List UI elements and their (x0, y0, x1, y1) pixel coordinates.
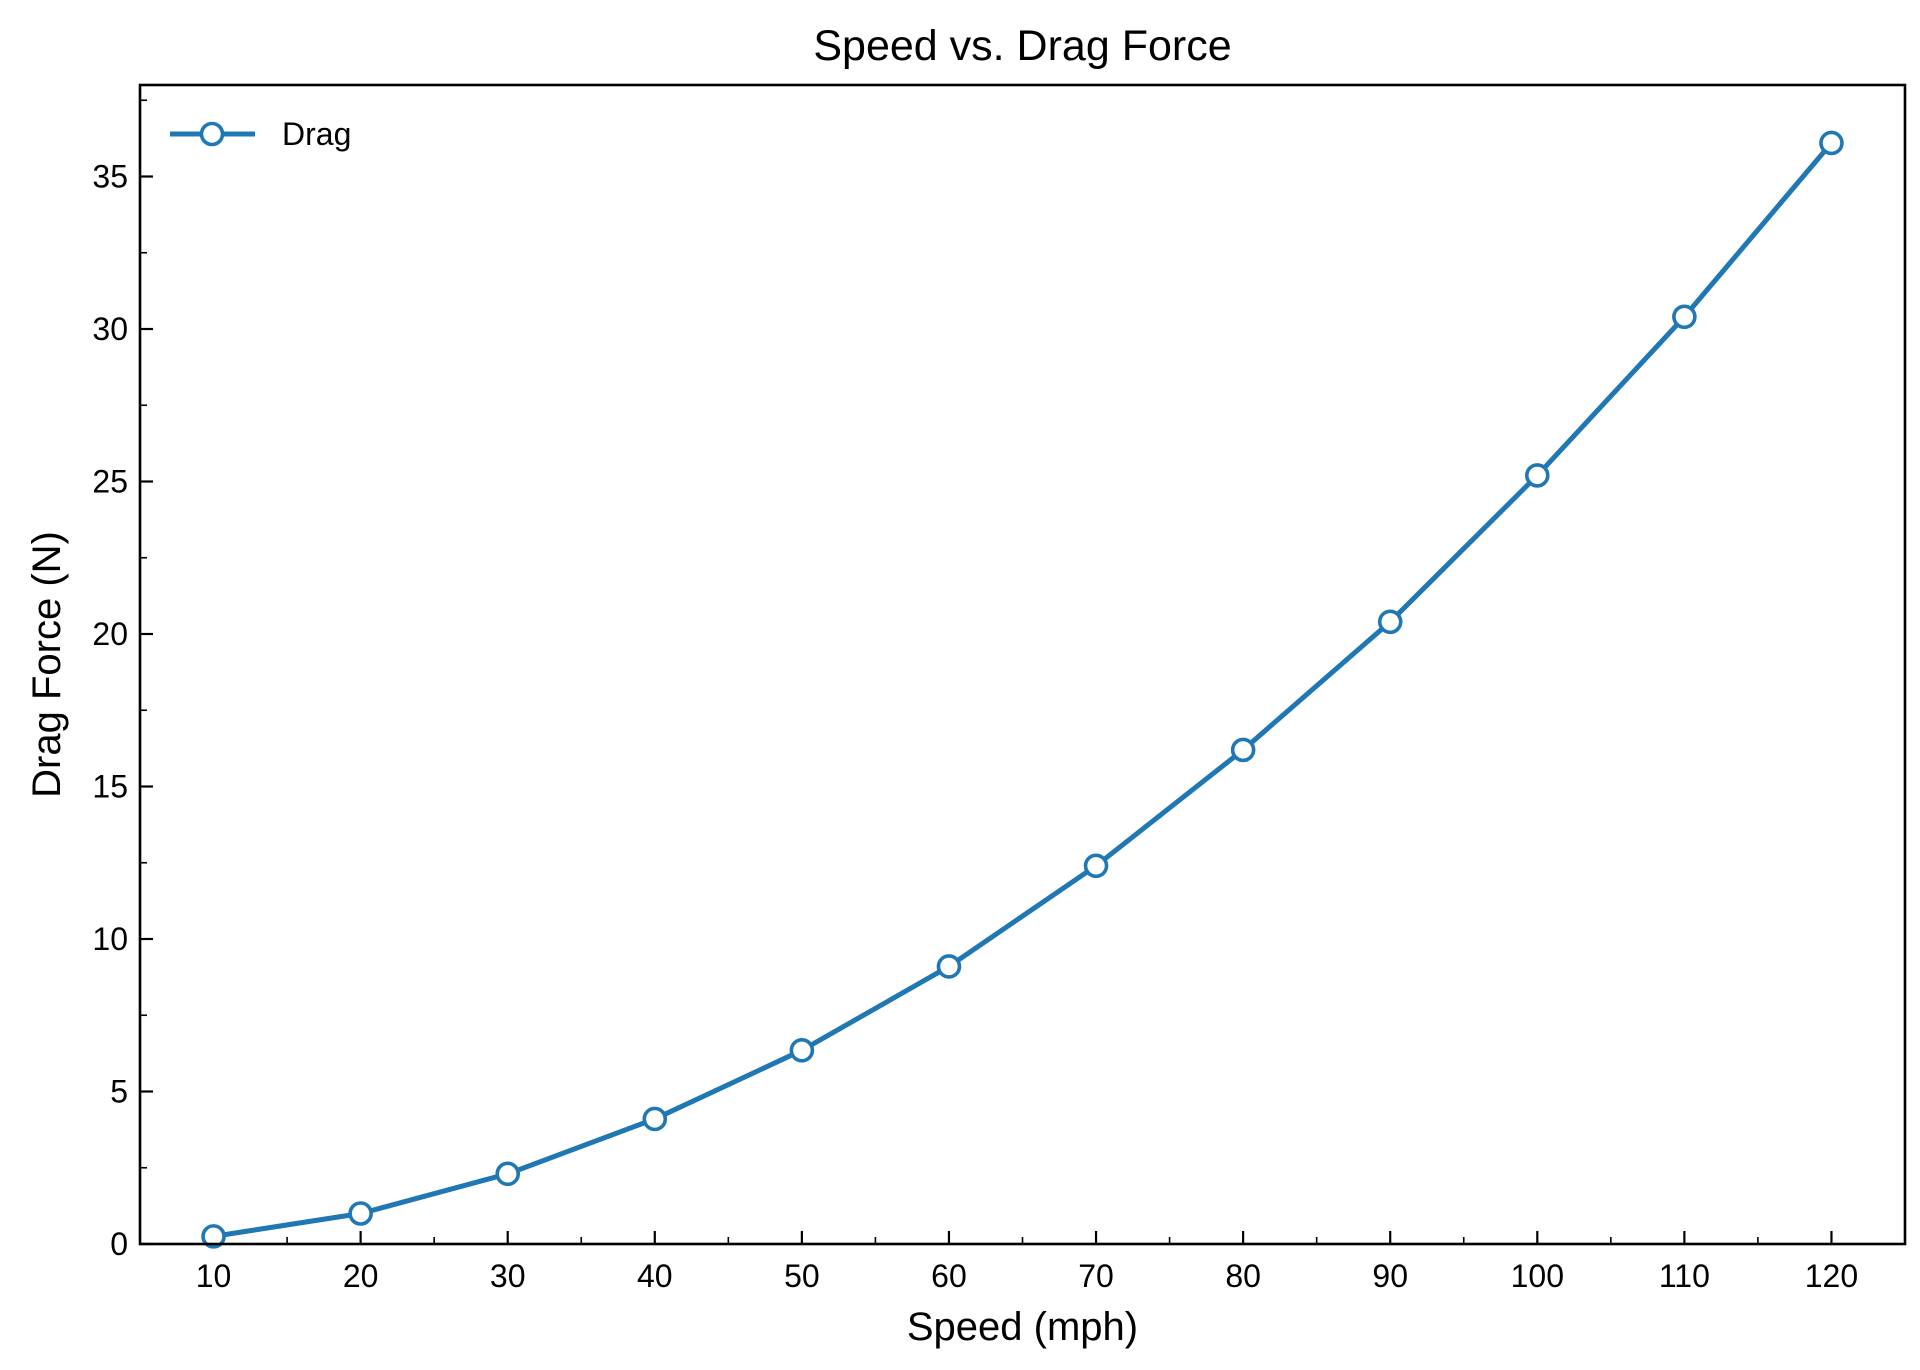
x-tick-label: 90 (1372, 1258, 1408, 1294)
x-tick-label: 40 (637, 1258, 673, 1294)
series-layer (201, 130, 1844, 1249)
y-axis-label: Drag Force (N) (25, 531, 69, 798)
y-tick-label: 5 (110, 1074, 128, 1110)
x-tick-label: 30 (490, 1258, 526, 1294)
y-tick-label: 15 (92, 769, 128, 805)
data-point (201, 1224, 226, 1249)
data-point (1672, 304, 1697, 330)
x-tick-label: 110 (1659, 1258, 1710, 1294)
data-point (495, 1161, 521, 1187)
x-tick-label: 120 (1805, 1258, 1858, 1294)
chart-title: Speed vs. Drag Force (813, 22, 1231, 70)
x-tick-label: 70 (1078, 1258, 1114, 1294)
x-tick-label: 10 (196, 1258, 232, 1294)
legend-label: Drag (282, 116, 351, 152)
plot-frame (138, 83, 1907, 1246)
y-tick-label: 25 (92, 464, 128, 500)
y-tick-label: 0 (110, 1226, 128, 1262)
x-tick-label: 80 (1225, 1258, 1261, 1294)
series-line-drag (211, 140, 1834, 1239)
x-tick-label: 50 (784, 1258, 820, 1294)
y-tick-label: 20 (92, 616, 128, 652)
x-tick-label: 60 (931, 1258, 967, 1294)
data-point (1377, 609, 1403, 635)
data-point (1819, 130, 1844, 156)
data-point (348, 1201, 373, 1226)
y-tick-label: 10 (92, 921, 128, 957)
legend: Drag (170, 116, 351, 152)
data-point (789, 1038, 815, 1063)
data-point (1083, 853, 1109, 879)
x-tick-label: 100 (1511, 1258, 1564, 1294)
data-point (642, 1106, 668, 1132)
data-point (1230, 737, 1256, 763)
ticks-layer: 10 20 30 40 50 60 70 80 90 100 110 120 0 5 10 15 20 25 30 3… (92, 99, 1858, 1294)
data-point (936, 954, 962, 979)
legend-marker (199, 121, 225, 147)
x-axis-label: Speed (mph) (907, 1305, 1138, 1349)
data-point (1524, 463, 1550, 488)
x-tick-label: 20 (343, 1258, 379, 1294)
y-tick-label: 35 (92, 159, 128, 195)
y-tick-label: 30 (92, 311, 128, 347)
